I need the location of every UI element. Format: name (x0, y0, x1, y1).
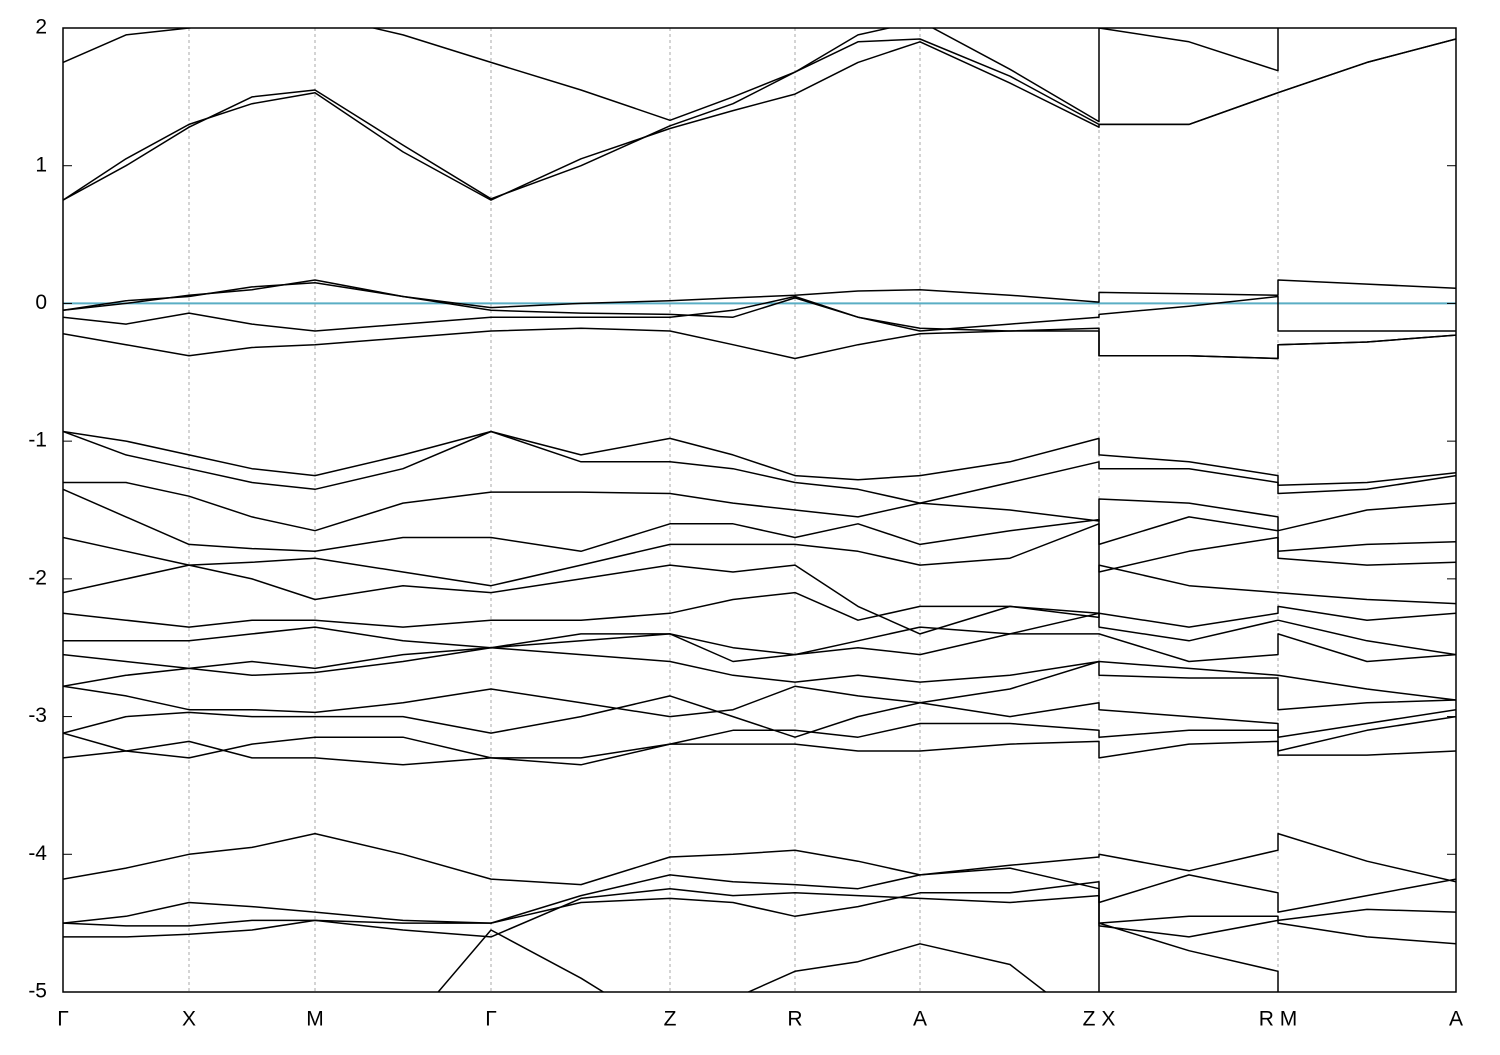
band-line (63, 715, 1456, 766)
x-tick-label: A (913, 1008, 927, 1031)
band-line (63, 564, 1456, 635)
band-line (63, 430, 1456, 486)
x-tick-label: X (182, 1008, 196, 1031)
x-tick-label: R (787, 1008, 802, 1031)
x-tick-label: R M (1259, 1008, 1298, 1031)
band-line (63, 279, 1456, 312)
y-tick-label: -2 (28, 566, 47, 589)
y-tick-label: -4 (28, 842, 47, 865)
band-line (63, 881, 1456, 927)
band-line (63, 430, 1456, 504)
y-tick-label: 0 (35, 291, 47, 314)
y-tick-label: 2 (35, 16, 47, 39)
band-line (63, 591, 1456, 628)
y-tick-label: -5 (28, 980, 47, 1003)
band-line (437, 922, 1279, 992)
band-line (63, 887, 1456, 945)
band-line (63, 740, 1456, 766)
band-line (63, 523, 1456, 587)
x-tick-label: Γ (57, 1008, 69, 1031)
band-line (63, 660, 1456, 718)
band-line (63, 295, 1456, 332)
band-line (63, 282, 1456, 360)
band-line (63, 867, 1456, 924)
x-tick-label: Z (664, 1008, 677, 1031)
band-line (63, 695, 1456, 738)
band-line (63, 612, 1456, 663)
band-line (63, 832, 1456, 886)
y-tick-label: 1 (35, 153, 47, 176)
x-tick-label: Z X (1083, 1008, 1116, 1031)
y-tick-label: -1 (28, 429, 47, 452)
x-tick-label: Γ (485, 1008, 497, 1031)
plot-area (63, 28, 1456, 992)
band-line (63, 481, 1456, 532)
band-line (63, 626, 1456, 670)
x-tick-label: A (1449, 1008, 1463, 1031)
x-tick-label: M (306, 1008, 324, 1031)
band-line (63, 488, 1456, 553)
band-line (63, 646, 1456, 701)
plot-frame (62, 27, 1457, 993)
y-tick-label: -3 (28, 704, 47, 727)
band-line (63, 38, 1456, 201)
